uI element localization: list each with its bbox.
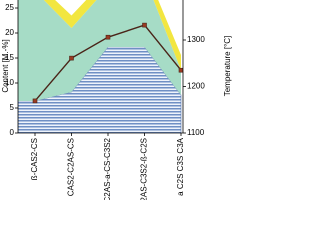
x-tick-label: CAS2-C2AS-CS bbox=[67, 138, 76, 196]
y2-tick-label: 1200 bbox=[187, 82, 205, 91]
plot-area bbox=[18, 0, 183, 133]
y-axis-label: Content [M.-%] bbox=[1, 39, 10, 92]
y-tick-label: 25 bbox=[5, 3, 14, 12]
chart: Content [M.-%] Temperature [°C] 0 5 10 15 20… bbox=[1, 0, 232, 200]
y-tick-label: 20 bbox=[5, 28, 14, 37]
area bbox=[18, 0, 181, 101]
marker bbox=[142, 22, 147, 28]
y2-tick-label: 1300 bbox=[187, 35, 205, 44]
y-tick-label: 15 bbox=[5, 53, 14, 62]
y2-axis-label: Temperature [°C] bbox=[223, 36, 232, 97]
area bbox=[43, 0, 181, 70]
y2-tick-label: 1100 bbox=[187, 128, 205, 137]
y-tick-label: 10 bbox=[5, 78, 14, 87]
x-tick-label: ß-CAS2-CS bbox=[30, 138, 39, 180]
y-tick-label: 0 bbox=[10, 128, 15, 137]
marker bbox=[32, 98, 38, 104]
x-tick-label: C2AS-C3S2-ß-C2S bbox=[140, 138, 149, 200]
marker bbox=[178, 67, 183, 73]
marker bbox=[105, 34, 111, 40]
x-tick-label: a C2S C3S C3A bbox=[176, 137, 185, 195]
y-tick-label: 5 bbox=[10, 103, 15, 112]
x-tick-label: C2AS-a-CS-C3S2 bbox=[103, 137, 112, 200]
marker bbox=[69, 55, 74, 61]
